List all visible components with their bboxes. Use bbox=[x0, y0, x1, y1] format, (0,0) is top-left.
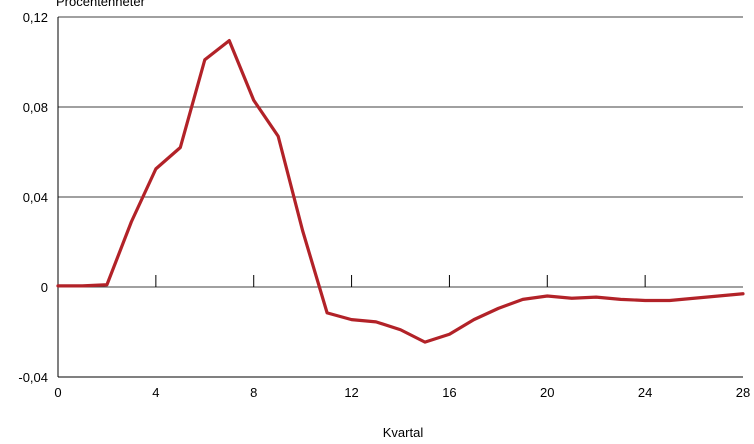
x-tick-label-0: 0 bbox=[54, 385, 61, 400]
y-tick-label-0: -0,04 bbox=[18, 370, 48, 385]
x-axis-label: Kvartal bbox=[383, 425, 424, 440]
x-tick-label-5: 20 bbox=[540, 385, 554, 400]
y-tick-label-1: 0 bbox=[41, 280, 48, 295]
tick-labels: 0 4 8 12 16 20 24 28 -0,04 0 0,04 0,08 0,12 bbox=[18, 10, 750, 400]
y-axis-label: Procentenheter bbox=[56, 0, 146, 9]
series-layer bbox=[56, 39, 745, 344]
series-line-0 bbox=[56, 39, 745, 344]
gridlines bbox=[58, 16, 743, 288]
x-tick-label-2: 8 bbox=[250, 385, 257, 400]
x-tick-label-3: 12 bbox=[344, 385, 358, 400]
y-tick-label-3: 0,08 bbox=[23, 100, 48, 115]
x-tick-label-6: 24 bbox=[638, 385, 652, 400]
x-tick-label-1: 4 bbox=[152, 385, 159, 400]
y-tick-label-2: 0,04 bbox=[23, 190, 48, 205]
axes bbox=[57, 17, 743, 378]
x-tick-label-4: 16 bbox=[442, 385, 456, 400]
x-tick-label-7: 28 bbox=[736, 385, 750, 400]
tick-marks bbox=[155, 275, 646, 287]
y-tick-label-4: 0,12 bbox=[23, 10, 48, 25]
